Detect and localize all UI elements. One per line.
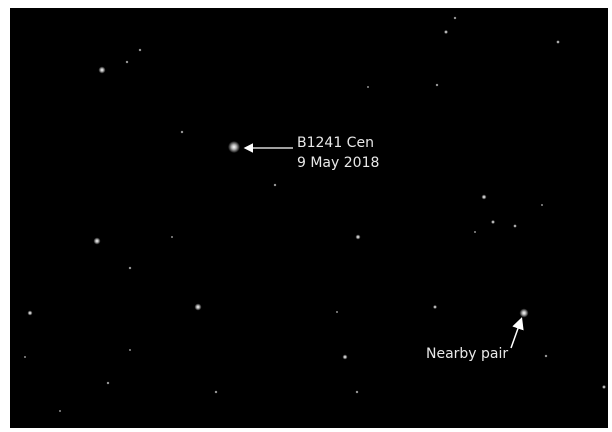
pair-label: Nearby pair xyxy=(426,346,508,362)
date-label: 9 May 2018 xyxy=(297,155,379,171)
photo: B1241 Cen 9 May 2018 Nearby pair xyxy=(0,0,612,432)
target-label: B1241 Cen xyxy=(297,135,374,151)
page: B1241 Cen 9 May 2018 Nearby pair (() => … xyxy=(0,0,612,432)
